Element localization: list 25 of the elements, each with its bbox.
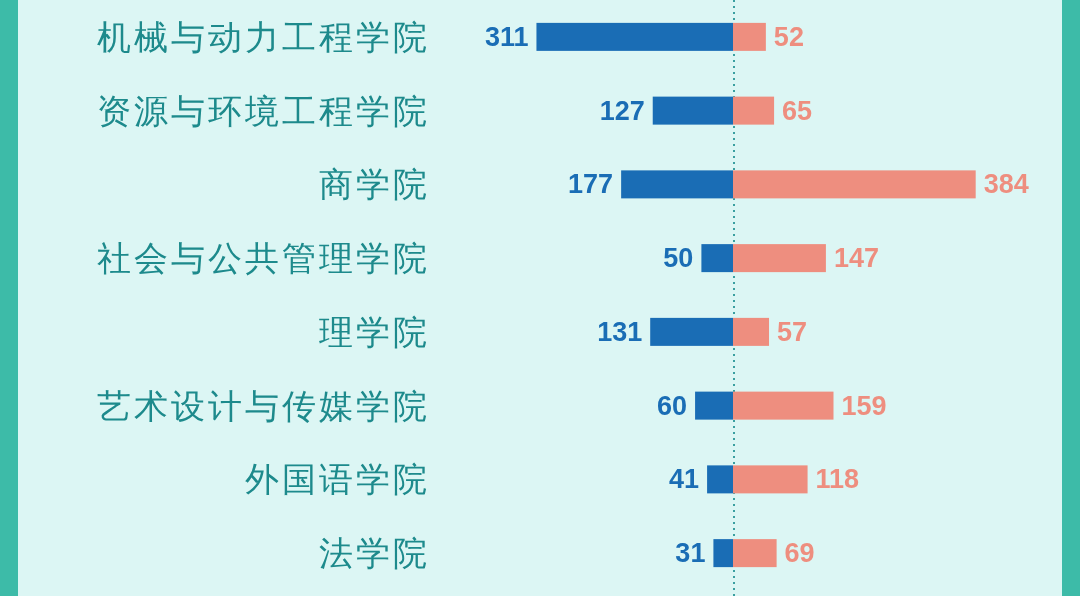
- data-label: 159: [841, 390, 887, 421]
- data-label: 127: [599, 95, 645, 126]
- y-tick-label: 资源与环境工程学院: [97, 90, 430, 131]
- y-tick-label: 机械与动力工程学院: [97, 16, 430, 57]
- bar: [733, 22, 766, 51]
- data-label: 60: [657, 390, 688, 421]
- y-tick-label: 法学院: [319, 533, 430, 574]
- data-label: 118: [815, 464, 860, 495]
- data-label: 31: [675, 538, 706, 569]
- data-label: 131: [597, 316, 643, 347]
- y-tick-label: 艺术设计与传媒学院: [97, 385, 430, 426]
- data-label: 311: [484, 21, 529, 52]
- data-label: 177: [568, 169, 614, 200]
- y-tick-label: 理学院: [319, 311, 430, 352]
- y-tick-label: 商学院: [319, 164, 430, 205]
- data-label: 65: [782, 95, 813, 126]
- data-label: 50: [663, 243, 694, 274]
- data-label: 384: [983, 169, 1029, 200]
- data-label: 147: [833, 243, 879, 274]
- y-tick-label: 外国语学院: [245, 459, 430, 500]
- data-label: 57: [777, 316, 808, 347]
- data-label: 41: [669, 464, 700, 495]
- data-label: 52: [773, 21, 804, 52]
- data-label: 69: [784, 538, 815, 569]
- y-tick-label: 社会与公共管理学院: [97, 238, 430, 279]
